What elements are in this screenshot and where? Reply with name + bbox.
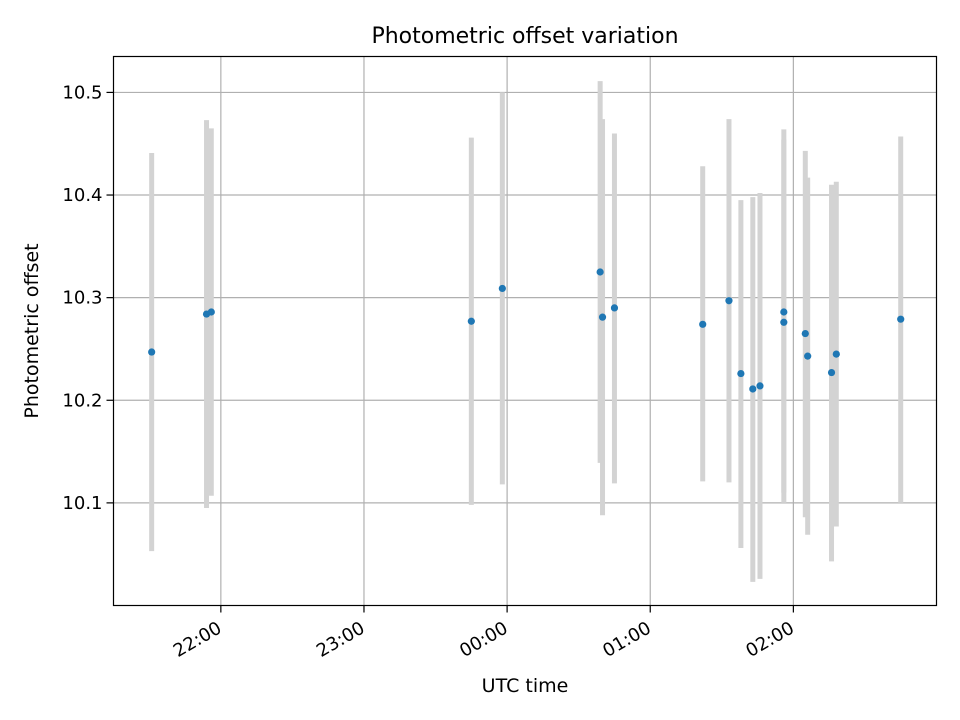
y-axis-ticks: 10.1 10.2 10.3 10.4 10.5 [62,82,114,514]
y-tick-label: 10.4 [62,185,102,206]
y-tick-label: 10.5 [62,82,102,103]
chart-title: Photometric offset variation [371,24,678,49]
y-axis-label: Photometric offset [21,243,43,418]
data-points [148,268,905,393]
data-point [699,320,707,328]
data-point [467,317,475,325]
x-axis-label: UTC time [482,675,569,697]
data-point [725,297,733,305]
data-point [832,350,840,358]
data-point [596,268,604,276]
data-point [801,329,809,338]
data-point [827,368,836,377]
data-point [897,315,905,323]
data-point [598,313,607,321]
y-tick-label: 10.2 [62,390,102,411]
data-point [804,352,812,360]
data-point [610,304,619,312]
plot-frame [112,55,938,607]
y-tick-label: 10.1 [62,493,102,514]
data-point [498,284,506,293]
data-point [207,308,215,316]
data-point [749,385,757,393]
data-point [756,382,764,390]
y-tick-label: 10.3 [62,288,102,309]
data-point [780,318,788,326]
data-point [737,369,745,378]
data-point [780,308,788,316]
grid [113,56,937,606]
data-point [148,348,156,356]
